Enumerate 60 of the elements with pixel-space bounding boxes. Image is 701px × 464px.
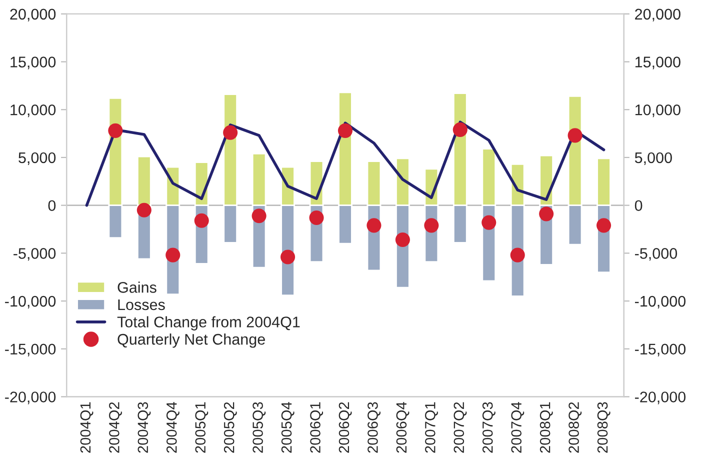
legend-label: Total Change from 2004Q1 (117, 316, 300, 330)
x-tick-label: 2008Q1 (540, 402, 553, 453)
point (280, 250, 296, 264)
point (596, 218, 612, 233)
x-tick-label: 2004Q2 (109, 402, 122, 453)
y2-tick-label: -15,000 (634, 344, 686, 356)
x-tick-label: 2005Q2 (224, 402, 237, 453)
y-tick-label: -20,000 (5, 392, 56, 404)
y2-tick-label: 10,000 (635, 104, 680, 118)
x-tick-label: 2005Q3 (252, 402, 266, 453)
y2-tick-label: 5,000 (634, 152, 672, 165)
point (510, 248, 525, 262)
x-tick-label: 2008Q3 (597, 402, 610, 453)
y-tick-label: -15,000 (5, 344, 56, 356)
y2-tick-label: -5,000 (634, 248, 678, 261)
x-tick-label: 2004Q4 (166, 402, 180, 453)
x-tick-label: 2007Q1 (425, 402, 438, 453)
x-tick-label: 2005Q4 (281, 402, 294, 453)
point (309, 210, 324, 226)
y2-tick-label: 15,000 (635, 56, 680, 70)
y-tick-label: 20,000 (10, 8, 56, 22)
point (194, 213, 209, 228)
y2-tick-label: 0 (634, 200, 642, 212)
x-tick-label: 2007Q4 (511, 402, 524, 453)
point (338, 123, 353, 138)
x-tick-label: 2007Q3 (482, 402, 496, 453)
point (539, 206, 554, 222)
x-tick-label: 2005Q1 (195, 402, 208, 453)
y-tick-label: 5,000 (18, 152, 56, 165)
y-tick-label: -5,000 (14, 248, 56, 261)
y2-tick-label: 20,000 (635, 8, 680, 22)
x-tick-label: 2006Q3 (368, 402, 380, 453)
y-tick-label: 0 (48, 200, 56, 212)
point (395, 232, 410, 248)
point (136, 202, 152, 218)
point (452, 122, 468, 137)
point (482, 215, 496, 230)
legend-label: Quarterly Net Change (118, 334, 265, 348)
y-tick-label: -10,000 (5, 296, 56, 309)
point (366, 218, 382, 233)
point (166, 248, 180, 262)
y2-tick-label: -10,000 (634, 296, 686, 309)
point (424, 218, 439, 233)
x-tick-label: 2004Q1 (80, 402, 94, 453)
point (568, 128, 582, 143)
x-tick-label: 2008Q2 (568, 402, 582, 453)
point (223, 125, 238, 140)
x-tick-label: 2004Q3 (138, 402, 151, 453)
x-tick-label: 2006Q1 (310, 402, 324, 453)
y2-tick-label: -20,000 (634, 392, 686, 404)
legend-label: Losses (118, 299, 165, 310)
legend-label: Gains (118, 282, 156, 293)
point (252, 208, 266, 224)
x-tick-label: 2006Q4 (396, 402, 410, 453)
x-tick-label: 2007Q2 (454, 402, 467, 453)
point (108, 123, 123, 138)
x-tick-label: 2006Q2 (338, 402, 352, 453)
y-tick-label: 10,000 (10, 104, 56, 118)
line-series (85, 120, 606, 207)
y-tick-label: 15,000 (10, 56, 56, 70)
